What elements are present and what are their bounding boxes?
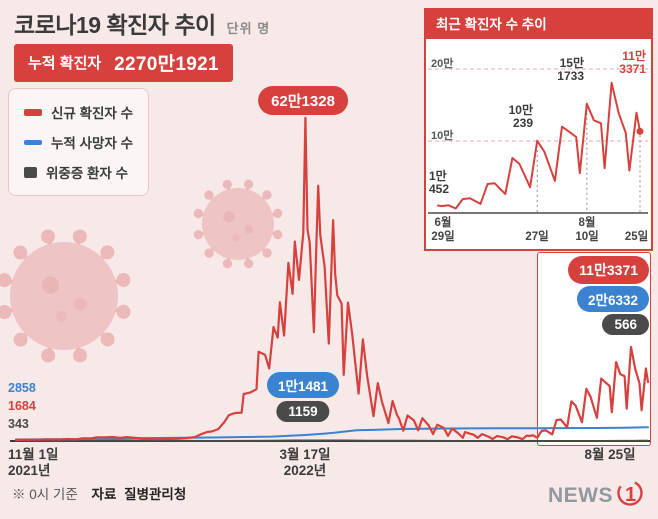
deaths-swatch-icon <box>24 139 42 145</box>
inset-annotation-jun29: 1만 452 <box>429 170 469 196</box>
annotation-line: 239 <box>512 116 533 130</box>
legend-label: 신규 확진자 수 <box>51 106 134 121</box>
badge-label: 누적 확진자 <box>28 55 102 72</box>
tick-year: 2022년 <box>283 463 327 478</box>
tick-line: 10일 <box>575 231 599 243</box>
legend-label: 위중증 환자 수 <box>46 166 129 181</box>
inset-annotation-aug25: 11만 3371 <box>596 50 646 76</box>
inset-gridline-label-100k: 10만 <box>431 130 454 142</box>
annotation-line: 15만 <box>559 56 584 70</box>
logo-text-one: 1 <box>625 484 636 506</box>
inset-title: 최근 확진자 수 추이 <box>426 10 651 39</box>
tick-date: 3월 17일 <box>279 447 331 462</box>
unit-label: 단위 명 <box>226 21 271 36</box>
footer-note: ※ 0시 기준 자료 질병관리청 <box>12 483 186 503</box>
latest-new-cases-annotation: 11만3371 <box>568 256 649 284</box>
legend: 신규 확진자 수 누적 사망자 수 위중증 환자 수 <box>8 88 150 196</box>
annotation-line: 11만 <box>622 49 646 63</box>
tick-line: 27일 <box>525 231 549 243</box>
inset-x-tick-aug25: 25일 <box>622 214 651 244</box>
annotation-line: 452 <box>429 182 450 196</box>
legend-item-new-cases: 신규 확진자 수 <box>24 102 133 122</box>
x-axis-tick-start: 11월 1일 2021년 <box>8 447 88 479</box>
logo-text-gray: NEWS <box>548 484 613 507</box>
tick-line: 6월 <box>434 217 452 229</box>
annotation-line: 10만 <box>508 103 533 117</box>
inset-chart-panel: 최근 확진자 수 추이 20만 10만 1만 452 10만 239 15만 1… <box>424 8 653 251</box>
tick-date: 8월 25일 <box>584 447 636 462</box>
peak-new-cases-annotation: 62만1328 <box>258 86 348 115</box>
inset-x-tick-jun29: 6월 29일 <box>426 214 460 244</box>
start-value-severe: 343 <box>8 417 29 431</box>
page-title: 코로나19 확진자 추이 <box>14 12 216 38</box>
inset-x-tick-jul27: 27일 <box>519 214 555 244</box>
tick-date: 11월 1일 <box>8 447 59 462</box>
latest-deaths-annotation: 2만6332 <box>577 286 649 312</box>
tick-line: 25일 <box>624 231 649 243</box>
inset-annotation-aug10: 15만 1733 <box>534 57 584 83</box>
x-axis-tick-end: 8월 25일 <box>568 447 652 463</box>
inset-x-tick-aug10: 8월 10일 <box>569 214 605 244</box>
tick-line: 8월 <box>578 217 596 229</box>
annotation-line: 3371 <box>619 62 646 76</box>
deaths-at-peak-annotation: 1만1481 <box>267 372 339 398</box>
annotation-line: 1733 <box>557 69 584 83</box>
legend-item-severe-cases: 위중증 환자 수 <box>24 162 133 182</box>
latest-severe-annotation: 566 <box>602 314 649 335</box>
tick-line: 29일 <box>431 231 455 243</box>
inset-gridline-label-200k: 20만 <box>431 58 454 70</box>
inset-annotation-jul27: 10만 239 <box>485 104 533 130</box>
legend-label: 누적 사망자 수 <box>51 136 134 151</box>
x-axis-tick-peak: 3월 17일 2022년 <box>263 447 347 479</box>
severe-swatch-icon <box>24 166 37 178</box>
source-label: 자료 <box>91 487 117 502</box>
legend-item-cumulative-deaths: 누적 사망자 수 <box>24 132 133 152</box>
header: 코로나19 확진자 추이 단위 명 <box>14 6 270 40</box>
start-value-deaths: 2858 <box>8 381 36 395</box>
cumulative-total-badge: 누적 확진자 2270만1921 <box>14 44 233 82</box>
badge-value: 2270만1921 <box>114 54 219 75</box>
severe-at-peak-annotation: 1159 <box>276 401 330 422</box>
start-value-new-cases: 1684 <box>8 399 36 413</box>
tick-year: 2021년 <box>8 463 51 478</box>
basis-note: ※ 0시 기준 <box>12 487 78 502</box>
news1-logo: NEWS 1 <box>548 480 643 507</box>
new-cases-swatch-icon <box>24 108 42 116</box>
source-value: 질병관리청 <box>124 487 187 502</box>
